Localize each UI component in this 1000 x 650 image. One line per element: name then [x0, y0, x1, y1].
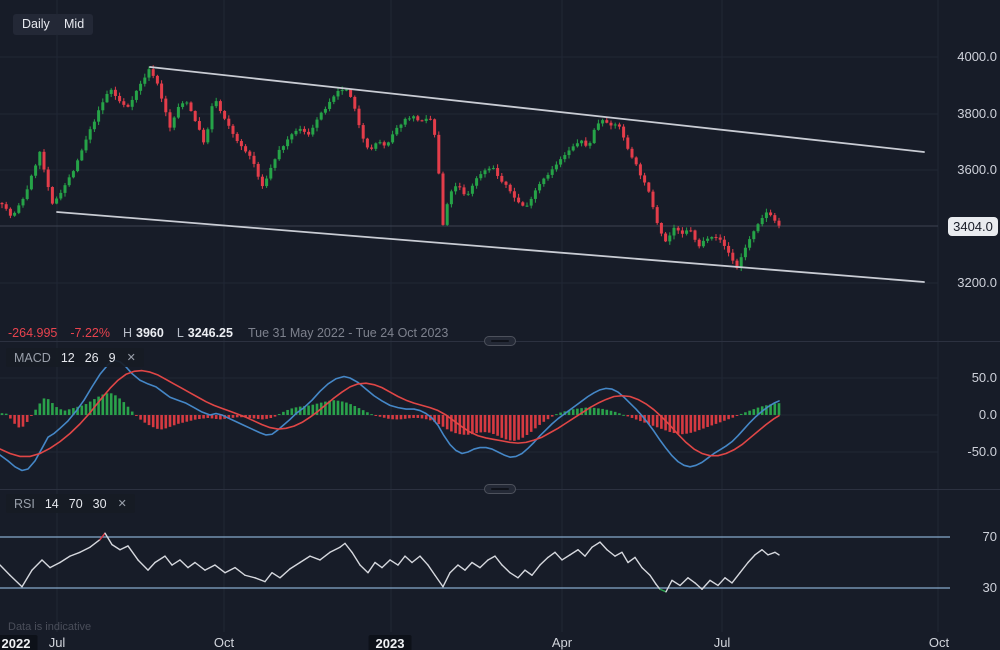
time-axis-month-label: Oct: [213, 635, 235, 650]
macd-param-fast: 12: [60, 350, 75, 365]
legend-high: H 3960: [123, 326, 164, 340]
macd-tick-minus50: -50.0: [967, 444, 997, 459]
rsi-tick-30: 30: [982, 580, 997, 595]
legend-high-value: 3960: [136, 326, 164, 340]
time-axis-month-label: Jul: [713, 635, 731, 650]
legend-low-key: L: [176, 326, 184, 340]
panel-resize-handle-rsi[interactable]: [484, 484, 516, 494]
timeframe-daily-button[interactable]: Daily: [13, 14, 59, 35]
rsi-param-lower: 30: [92, 496, 107, 511]
price-tick-4000: 4000.0: [957, 49, 997, 64]
time-axis-month-label: Jul: [48, 635, 66, 650]
macd-close-icon[interactable]: ✕: [126, 352, 136, 364]
rsi-close-icon[interactable]: ✕: [117, 498, 127, 510]
time-axis-year-label: 2023: [368, 635, 412, 650]
macd-title: MACD: [14, 350, 51, 365]
macd-param-signal: 9: [108, 350, 116, 365]
macd-tick-50: 50.0: [971, 370, 997, 385]
rsi-tick-70: 70: [982, 529, 997, 544]
time-axis-month-label: Apr: [551, 635, 573, 650]
price-tick-3800: 3800.0: [957, 106, 997, 121]
price-tick-3600: 3600.0: [957, 162, 997, 177]
legend-low: L 3246.25: [177, 326, 233, 340]
legend-high-key: H: [122, 326, 132, 340]
last-price-label: 3404.0: [948, 217, 998, 236]
rsi-indicator-legend[interactable]: RSI 14 70 30 ✕: [6, 494, 135, 513]
rsi-param-length: 14: [44, 496, 59, 511]
timeframe-mid-button[interactable]: Mid: [55, 14, 94, 35]
rsi-title: RSI: [14, 496, 35, 511]
rsi-param-upper: 70: [68, 496, 83, 511]
time-axis-month-label: Oct: [928, 635, 950, 650]
macd-param-slow: 26: [84, 350, 99, 365]
macd-tick-0: 0.0: [978, 407, 997, 422]
price-legend: -264.995 -7.22% H 3960 L 3246.25 Tue 31 Ma…: [8, 326, 448, 340]
legend-change-pct: -7.22%: [70, 326, 110, 340]
legend-change: -264.995: [8, 326, 58, 340]
legend-low-value: 3246.25: [187, 326, 233, 340]
legend-date-range: Tue 31 May 2022 - Tue 24 Oct 2023: [247, 326, 449, 340]
time-axis-year-label: 2022: [0, 635, 38, 650]
data-indicative-note: Data is indicative: [8, 621, 92, 633]
macd-indicator-legend[interactable]: MACD 12 26 9 ✕: [6, 348, 144, 367]
price-tick-3200: 3200.0: [957, 275, 997, 290]
panel-resize-handle-macd[interactable]: [484, 336, 516, 346]
